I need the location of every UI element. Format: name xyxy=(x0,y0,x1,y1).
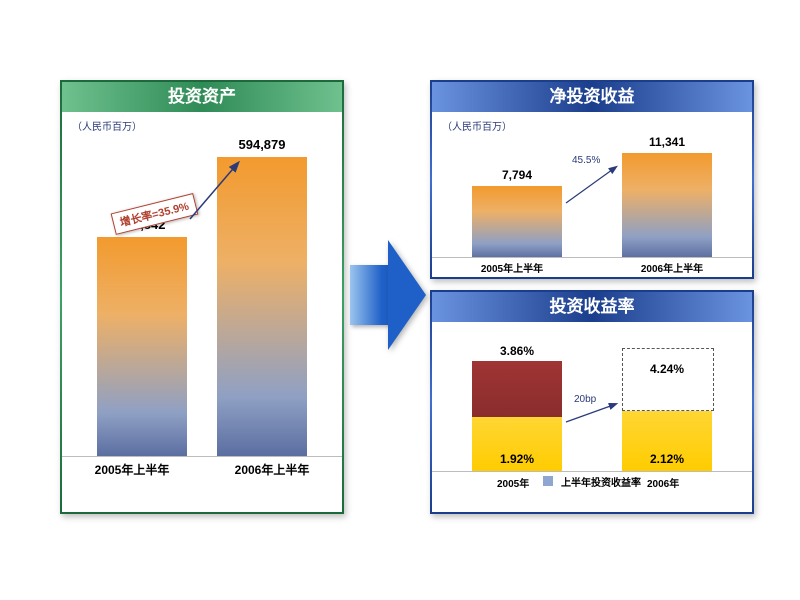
legend: 上半年投资收益率 xyxy=(432,471,752,490)
projected-value: 4.24% xyxy=(622,362,712,376)
projected-box xyxy=(622,348,714,411)
x-label: 2005年上半年 xyxy=(62,457,202,483)
flow-arrow-icon xyxy=(350,240,420,350)
growth-arrow-icon xyxy=(564,161,624,201)
yield-chart: 1.92% 3.86% 2.12% 4.24% xyxy=(432,322,752,492)
investment-yield-panel: 投资收益率 1.92% 3.86% 2.12% 4.24% xyxy=(430,290,754,514)
x-axis: 2005年上半年 2006年上半年 xyxy=(62,456,342,483)
x-label: 2006年上半年 xyxy=(202,457,342,483)
bar-value: 594,879 xyxy=(217,137,307,152)
unit-label: （人民币百万） xyxy=(62,112,342,133)
bar-2006: 11,341 xyxy=(622,153,712,258)
bar-value: 2.12% xyxy=(622,452,712,466)
bar-2005: 437,842 xyxy=(97,237,187,457)
bar-value: 7,794 xyxy=(472,168,562,182)
x-label: 2006年上半年 xyxy=(592,258,752,276)
bar-2005: 7,794 xyxy=(472,186,562,258)
panel-title: 投资资产 xyxy=(62,82,342,112)
bar-2005-full xyxy=(472,361,562,417)
bar-2005-h1: 1.92% xyxy=(472,417,562,472)
bar-2006-h1: 2.12% xyxy=(622,411,712,472)
delta-label: 20bp xyxy=(574,394,596,405)
bar-value: 11,341 xyxy=(622,135,712,149)
unit-label: （人民币百万） xyxy=(432,112,752,133)
bar-top-value: 3.86% xyxy=(472,344,562,358)
baseline xyxy=(432,471,752,472)
delta-arrow-icon xyxy=(564,400,624,440)
legend-label: 上半年投资收益率 xyxy=(561,474,641,489)
growth-arrow-icon xyxy=(190,157,250,197)
x-axis: 2005年上半年 2006年上半年 xyxy=(432,257,752,276)
stage: 投资资产 （人民币百万） 437,842 594,879 增长率=35.9% xyxy=(30,80,770,540)
growth-label: 45.5% xyxy=(572,155,600,166)
net-investment-income-panel: 净投资收益 （人民币百万） 7,794 11,341 4 xyxy=(430,80,754,279)
x-label: 2005年上半年 xyxy=(432,258,592,276)
panel-title: 净投资收益 xyxy=(432,82,752,112)
legend-swatch-icon xyxy=(543,476,553,486)
investment-assets-chart: 437,842 594,879 增长率=35.9% xyxy=(62,137,342,487)
net-income-chart: 7,794 11,341 45.5% 2005年上半年 2 xyxy=(432,133,752,278)
investment-assets-panel: 投资资产 （人民币百万） 437,842 594,879 增长率=35.9% xyxy=(60,80,344,514)
panel-title: 投资收益率 xyxy=(432,292,752,322)
bar-value: 1.92% xyxy=(472,452,562,466)
